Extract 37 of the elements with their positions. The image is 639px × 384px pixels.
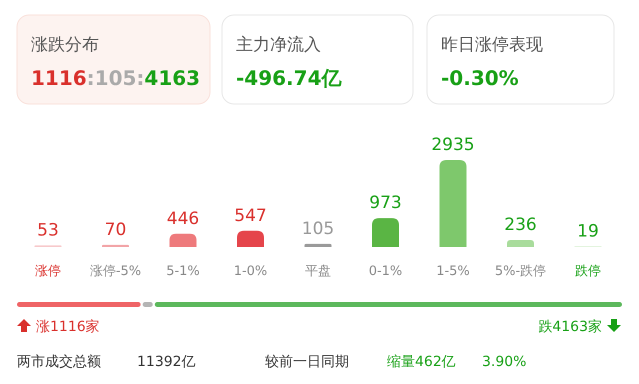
text: 较前一日同期	[265, 354, 349, 370]
text: 涨跌分布	[31, 35, 99, 55]
x-tick-label: 1-0%	[234, 264, 268, 279]
x-tick-label: 0-1%	[368, 264, 402, 279]
data-label: 547	[234, 206, 267, 226]
data-label: 236	[504, 215, 537, 236]
text: 1116:105:4163	[31, 66, 200, 90]
text: 11392亿	[137, 354, 196, 370]
text: 涨1116家	[36, 319, 100, 335]
text: -0.30%	[441, 66, 519, 90]
data-label: 19	[577, 221, 599, 242]
x-tick-label: 5%-跌停	[494, 264, 546, 279]
text: 主力净流入	[236, 35, 321, 55]
data-label: 446	[166, 208, 200, 229]
text: 两市成交总额	[17, 354, 101, 370]
x-tick-label: 5-1%	[166, 264, 200, 279]
data-label: 53	[37, 220, 59, 240]
x-tick-label: 平盘	[305, 264, 331, 279]
x-tick-label: 涨停-5%	[90, 264, 142, 279]
text: -496.74亿	[236, 66, 342, 90]
data-label: 105	[302, 218, 334, 239]
bar	[440, 160, 466, 247]
x-tick-label: 跌停	[575, 264, 601, 279]
bar	[304, 244, 332, 247]
bar	[507, 240, 534, 247]
data-label: 2935	[431, 135, 475, 155]
x-tick-label: 涨停	[35, 264, 61, 279]
bar	[237, 230, 264, 247]
data-label: 70	[104, 220, 126, 240]
bar	[372, 218, 399, 247]
text: 3.90%	[482, 354, 526, 370]
text: 昨日涨停表现	[441, 35, 543, 55]
text: 缩量462亿	[387, 354, 456, 370]
x-tick-label: 1-5%	[436, 264, 470, 279]
bar	[170, 234, 196, 247]
data-label: 973	[369, 193, 402, 214]
text: 跌4163家	[538, 319, 602, 335]
